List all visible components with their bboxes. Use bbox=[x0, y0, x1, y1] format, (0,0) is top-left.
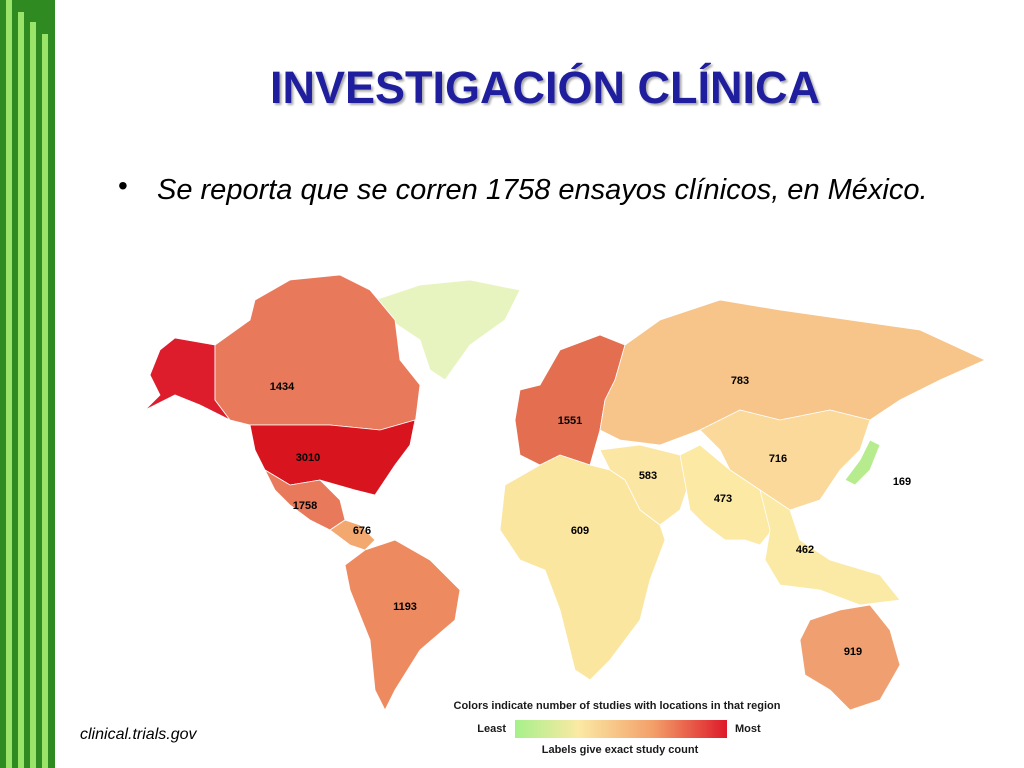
region-label: 919 bbox=[844, 646, 862, 658]
region-label: 1758 bbox=[293, 500, 317, 512]
bullet-marker: • bbox=[118, 170, 128, 201]
region-label: 462 bbox=[796, 544, 814, 556]
region-label: 716 bbox=[769, 453, 787, 465]
region bbox=[329, 519, 376, 551]
region-label: 676 bbox=[353, 525, 371, 537]
legend-note: Labels give exact study count bbox=[542, 744, 699, 756]
region bbox=[344, 539, 461, 711]
legend-most: Most bbox=[735, 723, 761, 735]
region bbox=[799, 604, 901, 711]
border bbox=[0, 0, 55, 768]
region bbox=[759, 489, 901, 606]
region-label: 783 bbox=[731, 375, 749, 387]
region-label: 1193 bbox=[393, 601, 417, 613]
source: clinical.trials.gov bbox=[80, 726, 197, 743]
greenland bbox=[374, 279, 521, 381]
region bbox=[214, 274, 421, 431]
legend-gradient bbox=[515, 720, 727, 738]
legend-least: Least bbox=[477, 723, 506, 735]
region-label: 583 bbox=[639, 470, 657, 482]
region-label: 473 bbox=[714, 493, 732, 505]
region-label: 609 bbox=[571, 525, 589, 537]
legend-caption: Colors indicate number of studies with l… bbox=[454, 700, 781, 712]
region-label: 3010 bbox=[296, 452, 320, 464]
region bbox=[844, 439, 881, 486]
region bbox=[599, 299, 986, 446]
region-label: 1434 bbox=[270, 381, 295, 393]
region bbox=[679, 444, 781, 546]
slide-title: INVESTIGACIÓN CLÍNICA bbox=[269, 62, 821, 113]
bullet-text: Se reporta que se corren 1758 ensayos cl… bbox=[157, 174, 928, 206]
region bbox=[499, 454, 666, 681]
region-label: 169 bbox=[893, 476, 911, 488]
region-label: 1551 bbox=[558, 415, 582, 427]
